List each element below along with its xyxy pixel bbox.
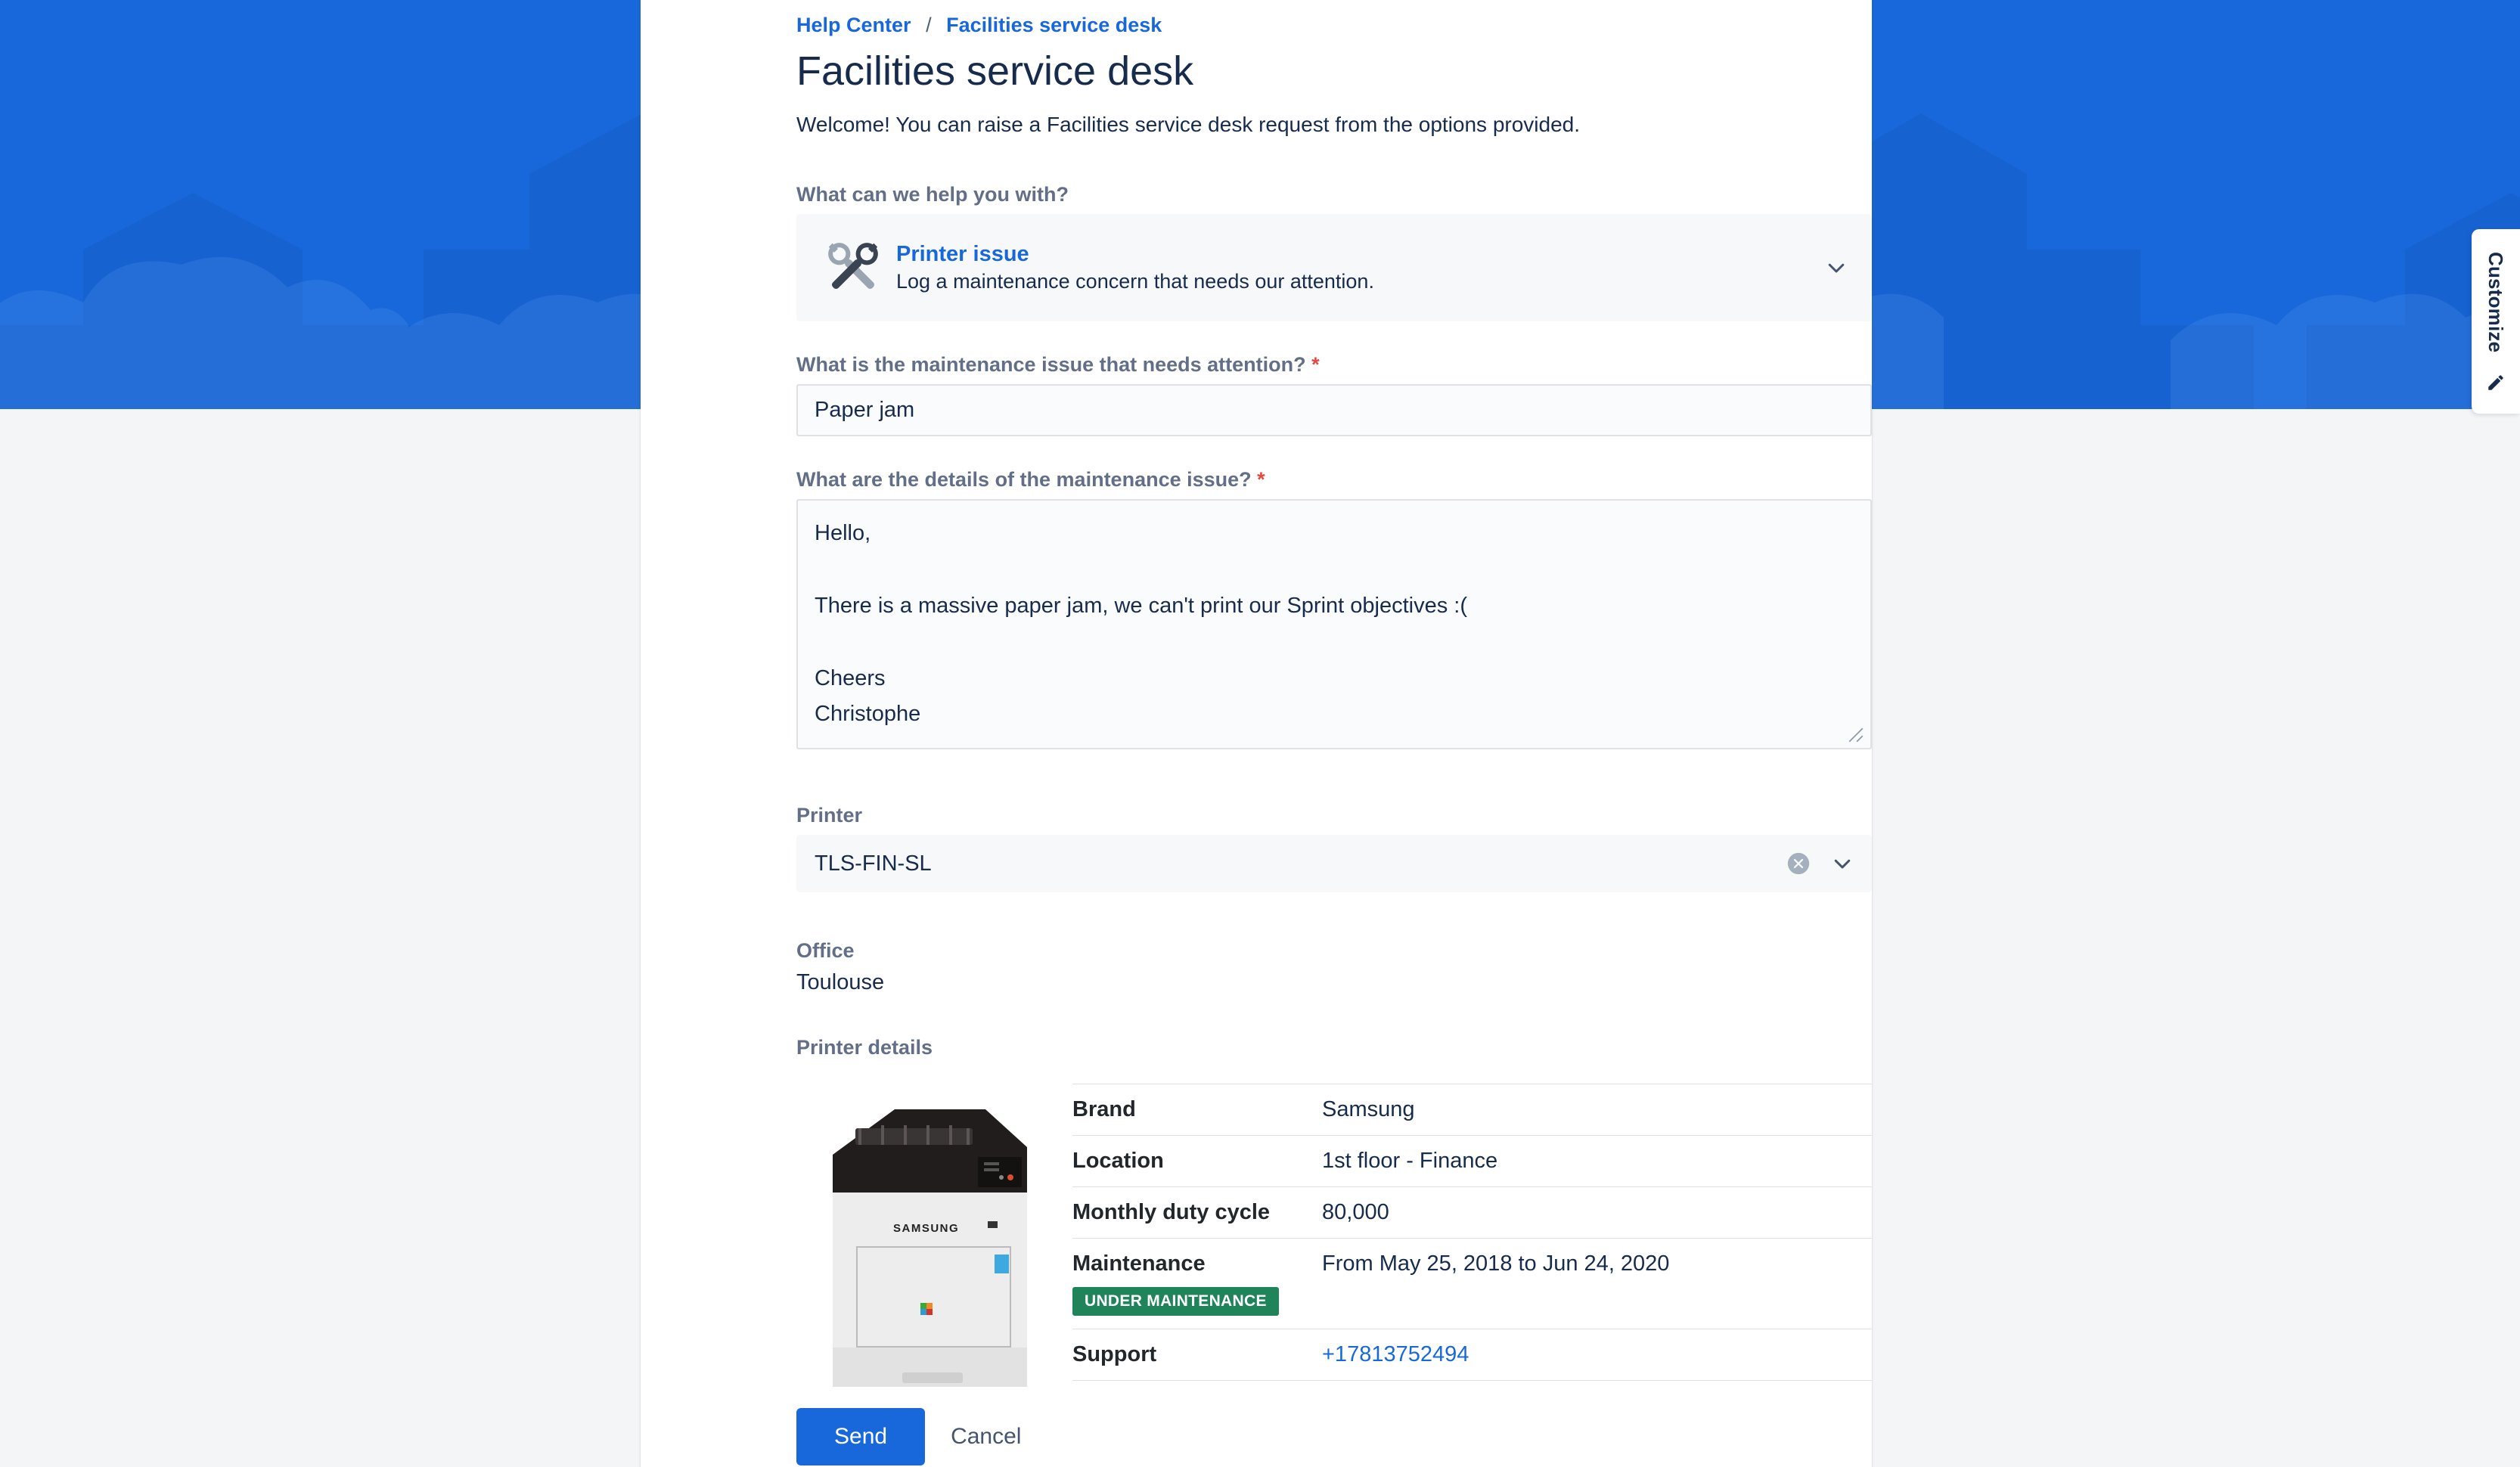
svg-text:SAMSUNG: SAMSUNG bbox=[893, 1222, 959, 1235]
